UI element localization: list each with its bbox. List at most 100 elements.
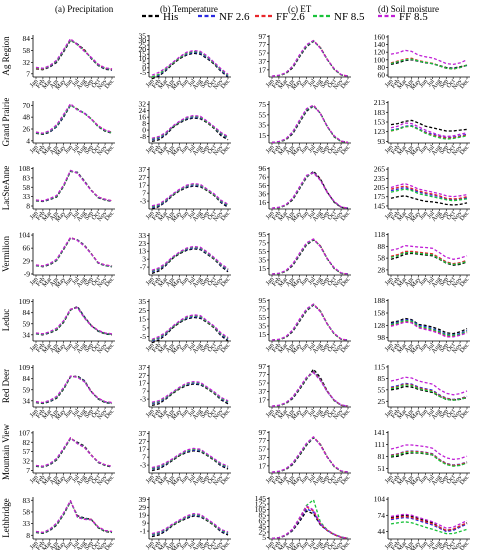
y-tick-label: 57 <box>23 447 31 456</box>
legend-label: NF 8.5 <box>334 11 365 23</box>
series-line <box>390 516 468 533</box>
series-line <box>390 451 468 467</box>
x-tick-label: Sep <box>438 210 450 222</box>
x-tick-label: Sep <box>199 276 211 288</box>
chart-panel: 1737577797JanFebMarAprMayJunJulAugSepOct… <box>259 32 352 92</box>
y-tick-label: 100 <box>374 55 386 64</box>
y-tick-label: -5 <box>140 332 146 341</box>
x-tick-label: Jul <box>187 342 197 352</box>
y-tick-label: 7 <box>142 387 146 396</box>
x-tick-label: Oct <box>445 408 457 420</box>
y-tick-label: 77 <box>259 436 267 445</box>
x-tick-label: Jan <box>384 407 395 419</box>
chart-panel: -73132333JanFebMarAprMayJunJulAugSepOctN… <box>139 231 232 290</box>
x-tick-label: Oct <box>326 474 338 486</box>
y-tick-label: 34 <box>23 396 31 405</box>
series-line <box>35 170 113 202</box>
series-line <box>35 39 113 71</box>
x-tick-label: Feb <box>35 474 47 486</box>
series-line <box>390 376 468 396</box>
series-line <box>390 186 468 201</box>
series-line <box>390 317 468 335</box>
series-line <box>35 500 113 534</box>
chart-panel: -37172737JanFebMarAprMayJunJulAugSepOctN… <box>139 165 232 224</box>
header-temperature: (b) Temperature <box>160 4 218 14</box>
series-line <box>390 185 468 200</box>
x-tick-label: Jul <box>187 540 197 550</box>
x-tick-label: Jan <box>145 407 156 419</box>
chart-panel: 345984109JanFebMarAprMayJunJulAugSepOctN… <box>19 363 116 421</box>
x-tick-label: Jan <box>145 143 156 155</box>
series-line <box>151 49 229 76</box>
y-tick-label: -7 <box>140 263 146 272</box>
x-tick-label: Sep <box>319 144 331 156</box>
y-tick-label: 5 <box>142 59 146 68</box>
x-tick-label: Jun <box>418 407 430 419</box>
x-tick-label: Jul <box>187 144 197 154</box>
y-tick-label: 93 <box>378 137 386 146</box>
x-tick-label: Oct <box>206 342 218 354</box>
y-tick-label: 57 <box>259 379 267 388</box>
y-tick-label: 7 <box>26 466 30 475</box>
x-tick-label: Jan <box>265 143 276 155</box>
y-tick-label: 29 <box>23 256 31 265</box>
x-tick-label: Jun <box>418 77 430 89</box>
y-tick-label: 24 <box>139 106 147 115</box>
series-line <box>35 38 113 70</box>
y-tick-label: 37 <box>139 165 147 174</box>
series-line <box>390 385 468 401</box>
y-tick-label: 77 <box>259 40 267 49</box>
chart-panel: 345984109JanFebMarAprMayJunJulAugSepOctN… <box>19 297 116 355</box>
row-label: Lethbridge <box>1 498 11 538</box>
x-tick-label: Feb <box>271 144 283 156</box>
chart-panel: -55152535JanFebMarAprMayJunJulAugSepOctN… <box>139 297 232 355</box>
series-line <box>35 306 113 335</box>
x-tick-label: Sep <box>199 408 211 420</box>
y-tick-label: 7 <box>26 69 30 78</box>
series-line <box>390 320 468 337</box>
series-line <box>35 437 113 467</box>
series-line <box>271 105 349 144</box>
x-tick-label: May <box>54 539 68 550</box>
x-tick-label: Jun <box>299 275 311 287</box>
series-line <box>271 508 349 540</box>
y-tick-label: 28 <box>378 265 386 274</box>
y-tick-label: 145 <box>255 494 267 503</box>
x-tick-label: Jul <box>187 78 197 88</box>
x-tick-label: Oct <box>445 144 457 156</box>
x-tick-label: Jan <box>29 209 40 221</box>
series-line <box>35 170 113 203</box>
x-tick-label: Feb <box>390 276 402 288</box>
y-tick-label: 32 <box>23 58 31 67</box>
y-tick-label: 97 <box>259 32 267 41</box>
x-tick-label: Jun <box>63 275 75 287</box>
series-line <box>390 122 468 138</box>
series-line <box>35 307 113 335</box>
y-tick-label: -3 <box>140 395 146 404</box>
x-tick-label: Sep <box>438 276 450 288</box>
series-line <box>35 104 113 135</box>
series-line <box>390 244 468 260</box>
x-tick-label: Jul <box>426 342 436 352</box>
x-tick-label: Jun <box>418 275 430 287</box>
series-line <box>35 237 113 268</box>
y-tick-label: 35 <box>139 297 147 306</box>
y-tick-label: 15 <box>139 50 147 59</box>
series-line <box>151 383 229 407</box>
x-tick-label: Jun <box>63 143 75 155</box>
series-line <box>151 247 229 273</box>
x-tick-label: Dec <box>458 540 470 550</box>
y-tick-label: 105 <box>255 505 267 514</box>
y-tick-label: 29 <box>139 503 147 512</box>
x-tick-label: Oct <box>445 474 457 486</box>
y-tick-label: 7 <box>142 453 146 462</box>
y-tick-label: 145 <box>374 201 386 210</box>
x-tick-label: Oct <box>206 408 218 420</box>
x-tick-label: Sep <box>199 540 211 550</box>
x-tick-label: Jun <box>63 77 75 89</box>
y-tick-label: 17 <box>139 445 147 454</box>
y-tick-label: 265 <box>374 165 386 174</box>
x-tick-label: Oct <box>326 276 338 288</box>
series-line <box>35 437 113 467</box>
x-tick-label: Feb <box>151 342 163 354</box>
